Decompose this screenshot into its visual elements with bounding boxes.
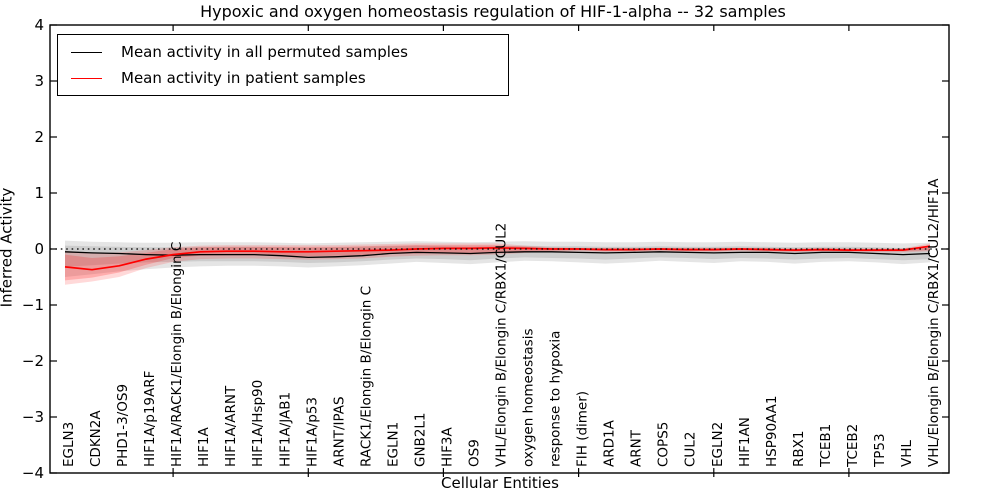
x-category-label: TCEB1 [818,424,834,468]
legend: Mean activity in all permuted samples Me… [57,34,509,96]
x-category-label: COPS5 [656,422,672,467]
x-category-label: oxygen homeostasis [521,329,537,468]
x-category-label: HIF1A [196,427,212,467]
y-tick-label: −3 [22,408,44,426]
x-category-label: HIF1A/p19ARF [142,371,158,467]
x-category-label: ARD1A [602,419,618,467]
x-category-label: HIF1A/JAB1 [277,392,293,467]
patient-band-outer [65,243,930,285]
x-category-label: TCEB2 [845,424,861,468]
permuted-line-swatch [71,51,102,53]
x-category-label: PHD1-3/OS9 [115,384,131,467]
y-tick-labels: 4 3 2 1 0 −1 −2 −3 −4 [22,16,44,482]
x-category-labels: EGLN3 CDKN2A PHD1-3/OS9 HIF1A/p19ARF HIF1A/R… [61,178,942,468]
x-category-label: EGLN1 [385,422,401,467]
patient-band-inner [65,245,930,281]
x-category-label: HIF1AN [737,417,753,467]
x-category-label: VHL/Elongin B/Elongin C/RBX1/CUL2 [494,223,510,467]
x-category-label: HIF3A [439,427,455,467]
ticks-layer [50,24,949,477]
y-tick-label: 4 [34,16,44,34]
y-tick-label: −4 [22,464,44,482]
x-category-label: EGLN2 [710,422,726,467]
patient-mean-line [64,245,931,271]
permuted-band-inner [65,245,930,267]
x-category-label: GNB2L1 [412,412,428,467]
patient-line-swatch [71,77,102,79]
x-category-label: TP53 [872,433,888,468]
x-category-label: RACK1/Elongin B/Elongin C [358,286,374,467]
x-category-label: HIF1A/ARNT [223,385,239,467]
x-category-label: HIF1A/p53 [304,397,320,467]
x-category-label: response to hypoxia [548,331,564,467]
y-tick-label: 3 [34,72,44,90]
y-axis-title: Inferred Activity [0,187,16,308]
x-category-label: ARNT/IPAS [331,396,347,467]
chart-title: Hypoxic and oxygen homeostasis regulatio… [200,2,786,21]
x-category-label: HIF1A/Hsp90 [250,380,266,467]
y-tick-label: 1 [34,184,44,202]
y-tick-label: −2 [22,352,44,370]
x-category-label: CDKN2A [88,410,104,467]
x-category-label: ARNT [629,429,645,467]
x-category-label: HSP90AA1 [764,396,780,467]
y-tick-label: −1 [22,296,44,314]
x-axis-title: Cellular Entities [441,474,559,492]
legend-item-patient: Mean activity in patient samples [71,69,508,87]
x-category-label: FIH (dimer) [575,391,591,467]
x-category-label: OS9 [467,439,483,467]
permuted-mean-line [64,251,931,259]
legend-item-permuted: Mean activity in all permuted samples [71,43,508,61]
legend-label-patient: Mean activity in patient samples [121,69,366,87]
x-category-label: EGLN3 [61,422,77,467]
x-category-label: VHL/Elongin B/Elongin C/RBX1/CUL2/HIF1A [926,178,942,467]
y-tick-label: 0 [34,240,44,258]
legend-label-permuted: Mean activity in all permuted samples [121,43,408,61]
x-category-label: RBX1 [791,431,807,467]
x-category-label: HIF1A/RACK1/Elongin B/Elongin C [169,242,185,467]
lines-layer [64,245,931,271]
x-category-label: CUL2 [683,432,699,467]
x-category-label: VHL [899,440,915,467]
y-tick-label: 2 [34,128,44,146]
